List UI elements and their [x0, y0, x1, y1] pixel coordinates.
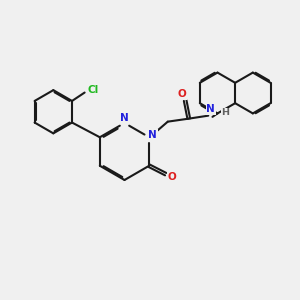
- Text: H: H: [221, 108, 230, 117]
- Text: N: N: [148, 130, 157, 140]
- Text: O: O: [178, 89, 187, 99]
- Text: N: N: [120, 113, 129, 124]
- Text: O: O: [167, 172, 176, 182]
- Text: N: N: [206, 104, 215, 114]
- Text: Cl: Cl: [87, 85, 99, 95]
